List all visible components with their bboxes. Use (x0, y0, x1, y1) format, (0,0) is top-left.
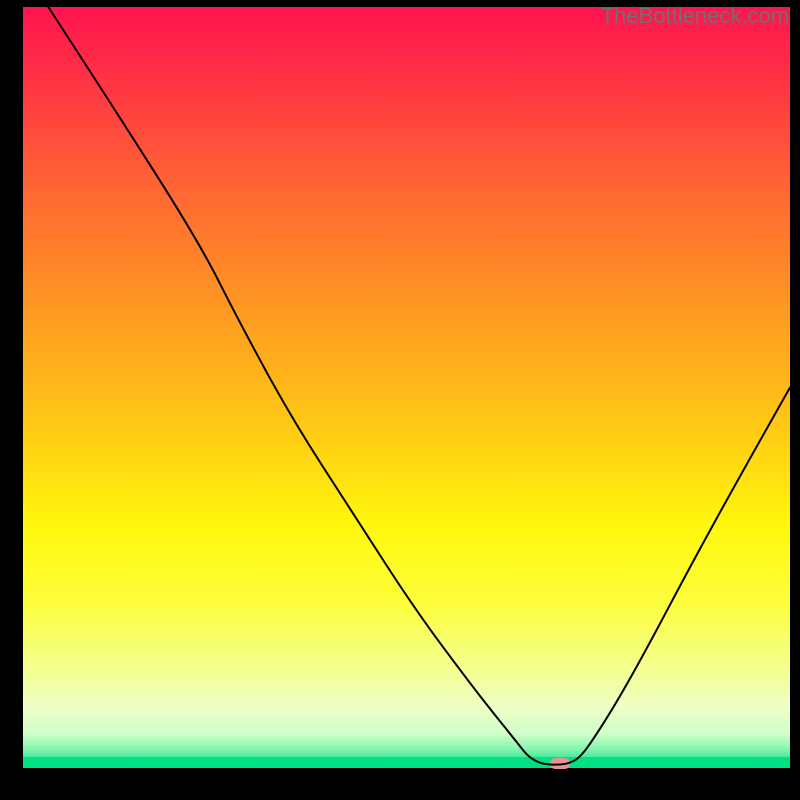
bottleneck-curve (23, 7, 790, 768)
curve-path (48, 7, 790, 765)
plot-area (23, 7, 790, 768)
watermark-text: TheBottleneck.com (601, 3, 789, 29)
